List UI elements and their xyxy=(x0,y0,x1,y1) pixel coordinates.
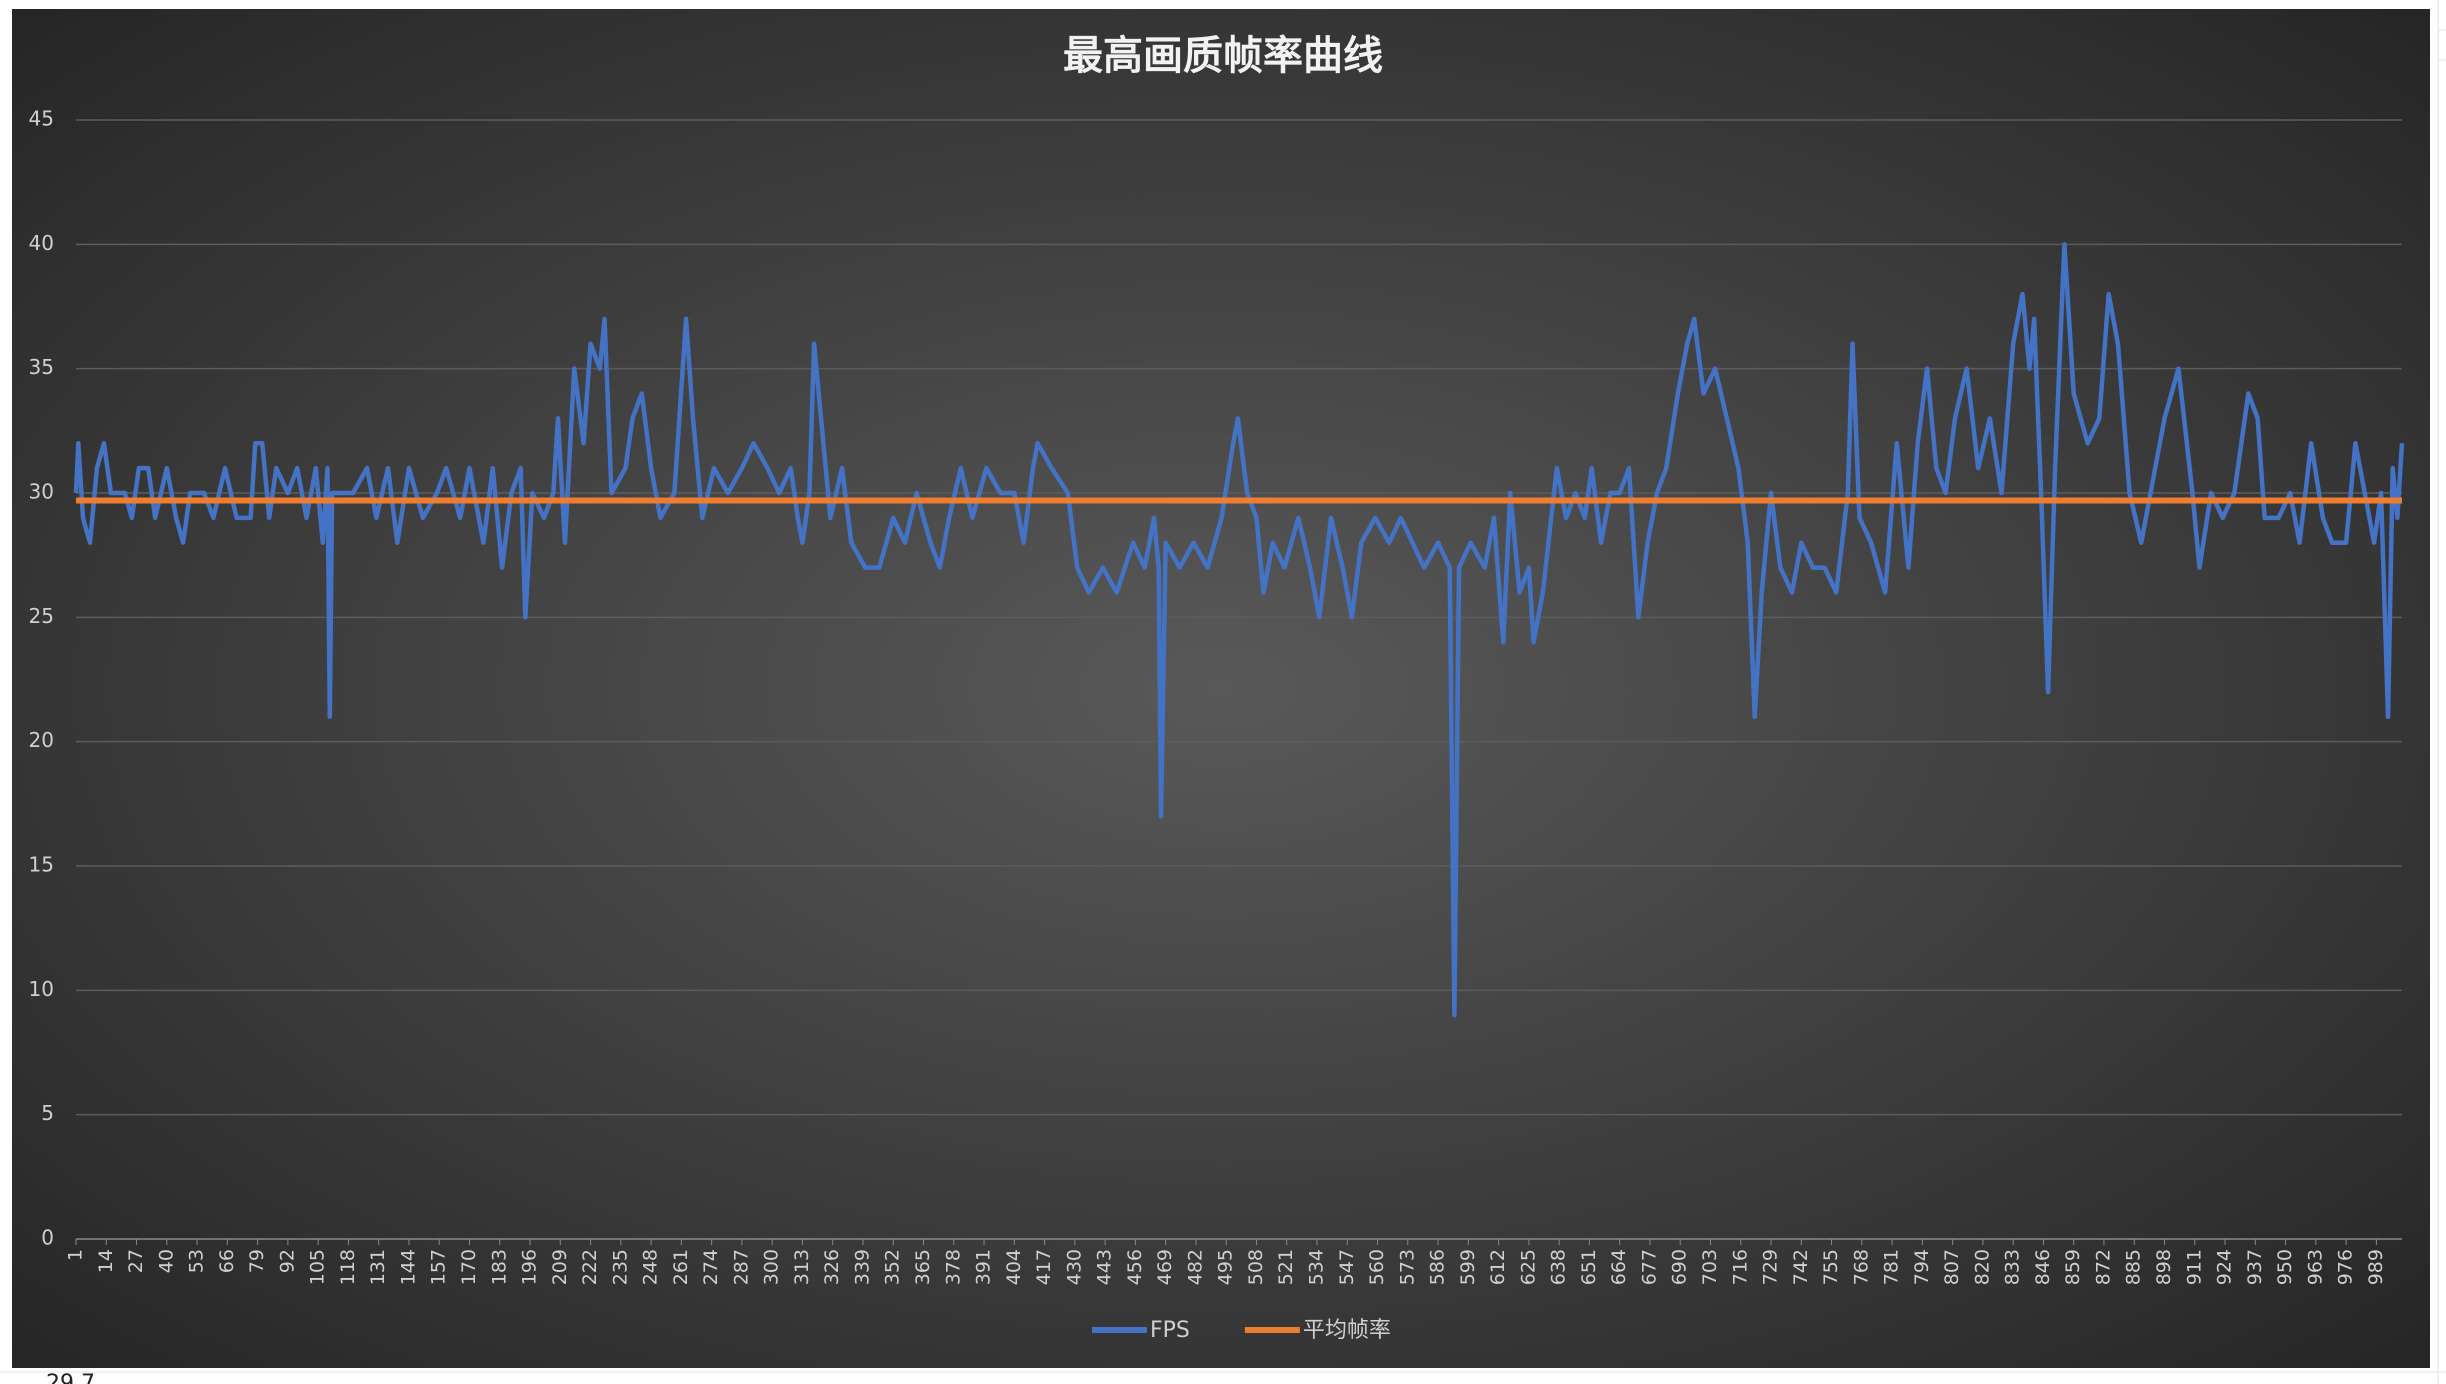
x-tick-label: 209 xyxy=(549,1249,571,1285)
x-tick-label: 222 xyxy=(579,1249,601,1285)
x-tick-label: 508 xyxy=(1245,1249,1267,1285)
chart-area xyxy=(12,9,2430,1368)
x-tick-label: 170 xyxy=(458,1249,480,1285)
x-tick-label: 391 xyxy=(973,1249,995,1285)
x-tick-label: 144 xyxy=(397,1249,419,1285)
x-tick-label: 677 xyxy=(1638,1249,1660,1285)
x-tick-label: 430 xyxy=(1063,1249,1085,1285)
x-tick-label: 794 xyxy=(1911,1249,1933,1285)
y-tick-label: 10 xyxy=(29,977,54,1001)
x-tick-label: 742 xyxy=(1790,1249,1812,1285)
x-tick-label: 599 xyxy=(1457,1249,1479,1285)
legend-label: 平均帧率 xyxy=(1303,1318,1391,1343)
y-tick-label: 30 xyxy=(29,480,54,504)
x-tick-label: 196 xyxy=(519,1249,541,1285)
x-tick-label: 443 xyxy=(1094,1249,1116,1285)
x-tick-label: 807 xyxy=(1941,1249,1963,1285)
x-tick-label: 690 xyxy=(1669,1249,1691,1285)
x-tick-label: 768 xyxy=(1850,1249,1872,1285)
x-tick-label: 40 xyxy=(155,1249,177,1273)
x-tick-label: 1 xyxy=(65,1249,87,1261)
x-tick-label: 352 xyxy=(882,1249,904,1285)
y-tick-label: 20 xyxy=(29,728,54,752)
x-tick-label: 417 xyxy=(1033,1249,1055,1285)
x-tick-label: 261 xyxy=(670,1249,692,1285)
x-tick-label: 79 xyxy=(246,1249,268,1273)
legend-label: FPS xyxy=(1150,1318,1190,1343)
y-tick-label: 0 xyxy=(41,1226,54,1250)
x-tick-label: 846 xyxy=(2032,1249,2054,1285)
x-tick-label: 248 xyxy=(640,1249,662,1285)
x-tick-label: 53 xyxy=(186,1249,208,1273)
x-tick-label: 339 xyxy=(851,1249,873,1285)
x-tick-label: 664 xyxy=(1608,1249,1630,1285)
x-tick-label: 105 xyxy=(307,1249,329,1285)
x-tick-label: 859 xyxy=(2062,1249,2084,1285)
x-tick-label: 586 xyxy=(1427,1249,1449,1285)
x-tick-label: 313 xyxy=(791,1249,813,1285)
x-tick-label: 885 xyxy=(2123,1249,2145,1285)
x-tick-label: 911 xyxy=(2183,1249,2205,1285)
y-tick-label: 5 xyxy=(41,1101,54,1125)
x-tick-label: 781 xyxy=(1881,1249,1903,1285)
x-tick-label: 326 xyxy=(821,1249,843,1285)
x-tick-label: 963 xyxy=(2304,1249,2326,1285)
x-tick-label: 456 xyxy=(1124,1249,1146,1285)
x-tick-label: 716 xyxy=(1729,1249,1751,1285)
x-tick-label: 469 xyxy=(1154,1249,1176,1285)
x-tick-label: 898 xyxy=(2153,1249,2175,1285)
x-tick-label: 287 xyxy=(730,1249,752,1285)
x-tick-label: 118 xyxy=(337,1249,359,1285)
x-tick-label: 651 xyxy=(1578,1249,1600,1285)
x-tick-label: 378 xyxy=(942,1249,964,1285)
x-tick-label: 274 xyxy=(700,1249,722,1285)
y-tick-label: 25 xyxy=(29,604,54,628)
x-tick-label: 404 xyxy=(1003,1249,1025,1285)
chart-title: 最高画质帧率曲线 xyxy=(1063,33,1383,79)
x-tick-label: 365 xyxy=(912,1249,934,1285)
x-tick-label: 638 xyxy=(1548,1249,1570,1285)
x-tick-label: 547 xyxy=(1336,1249,1358,1285)
x-tick-label: 833 xyxy=(2002,1249,2024,1285)
x-tick-label: 131 xyxy=(367,1249,389,1285)
x-tick-label: 937 xyxy=(2244,1249,2266,1285)
x-tick-label: 66 xyxy=(216,1249,238,1273)
x-tick-label: 729 xyxy=(1760,1249,1782,1285)
x-tick-label: 183 xyxy=(488,1249,510,1285)
y-tick-label: 15 xyxy=(29,853,54,877)
x-tick-label: 989 xyxy=(2365,1249,2387,1285)
x-tick-label: 872 xyxy=(2092,1249,2114,1285)
x-tick-label: 14 xyxy=(95,1249,117,1273)
x-tick-label: 157 xyxy=(428,1249,450,1285)
x-tick-label: 235 xyxy=(609,1249,631,1285)
x-tick-label: 703 xyxy=(1699,1249,1721,1285)
y-tick-label: 45 xyxy=(29,107,54,131)
x-tick-label: 625 xyxy=(1517,1249,1539,1285)
x-tick-label: 950 xyxy=(2274,1249,2296,1285)
data-line xyxy=(73,242,2405,1018)
x-tick-label: 92 xyxy=(276,1249,298,1273)
x-tick-label: 820 xyxy=(1971,1249,1993,1285)
x-tick-label: 612 xyxy=(1487,1249,1509,1285)
cell-text: 29.7 xyxy=(46,1371,95,1384)
x-tick-label: 573 xyxy=(1396,1249,1418,1285)
x-tick-label: 755 xyxy=(1820,1249,1842,1285)
x-tick-label: 521 xyxy=(1275,1249,1297,1285)
y-tick-label: 35 xyxy=(29,355,54,379)
x-tick-label: 534 xyxy=(1305,1249,1327,1285)
x-tick-label: 495 xyxy=(1215,1249,1237,1285)
x-tick-label: 27 xyxy=(125,1249,147,1273)
x-tick-label: 924 xyxy=(2214,1249,2236,1285)
x-tick-label: 560 xyxy=(1366,1249,1388,1285)
x-tick-label: 976 xyxy=(2335,1249,2357,1285)
y-tick-label: 40 xyxy=(29,231,54,255)
x-tick-label: 482 xyxy=(1184,1249,1206,1285)
x-tick-label: 300 xyxy=(761,1249,783,1285)
